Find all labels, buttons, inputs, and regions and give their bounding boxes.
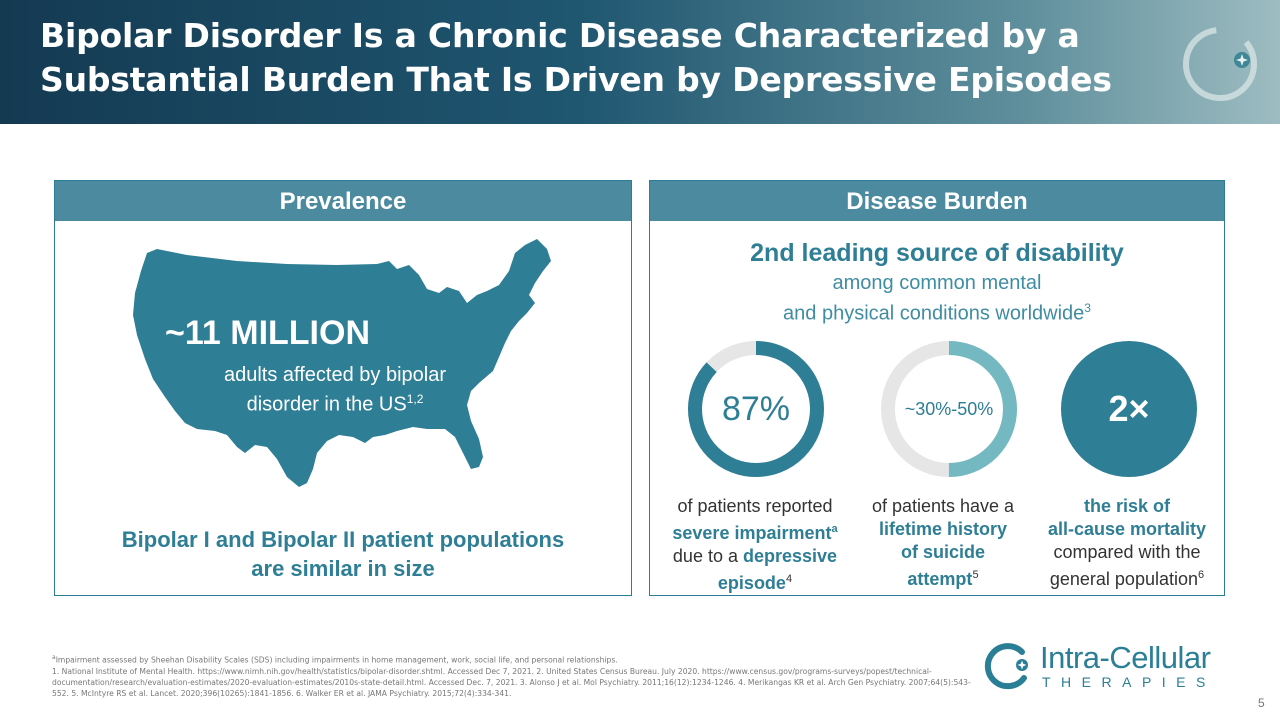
- disease-burden-panel: Disease Burden 2nd leading source of dis…: [649, 180, 1225, 596]
- stat-30-50-desc-hl3: attempt: [907, 569, 973, 589]
- stat-2x-desc-post: general population: [1049, 569, 1198, 589]
- title-banner: Bipolar Disorder Is a Chronic Disease Ch…: [0, 0, 1280, 124]
- populations-line2: are similar in size: [251, 556, 435, 581]
- stat-30-50-desc-ref: 5: [972, 569, 979, 581]
- footnotes: aImpairment assessed by Sheehan Disabili…: [52, 652, 972, 699]
- company-ring-logo-icon: [1183, 27, 1257, 101]
- brand-name: Intra-Cellular: [1040, 640, 1211, 675]
- prevalence-caption-ref: 1,2: [406, 392, 424, 406]
- stat-87-desc-line3: due to a depressive: [664, 545, 846, 568]
- ring-50-percent-fill: [881, 341, 1017, 477]
- stat-30-50-desc-line1: of patients have a: [871, 496, 1015, 516]
- populations-line1: Bipolar I and Bipolar II patient populat…: [121, 527, 565, 552]
- stat-30-50-desc-line2: lifetime history: [878, 519, 1008, 539]
- stat-30-50-percent: ~30%-50%: [864, 339, 1034, 489]
- stat-2x-desc-ref: 6: [1198, 569, 1205, 581]
- stat-87-desc-hl1: severe impairment: [672, 523, 832, 543]
- populations-statement: Bipolar I and Bipolar II patient populat…: [75, 525, 611, 583]
- disease-burden-heading: Disease Burden: [650, 181, 1224, 221]
- prevalence-heading: Prevalence: [55, 181, 631, 221]
- stat-2x-desc-line2: all-cause mortality: [1047, 519, 1207, 539]
- disability-subtitle-line2-text: and physical conditions worldwide: [783, 302, 1085, 325]
- stat-30-50-desc-line3: of suicide: [900, 542, 985, 562]
- prevalence-caption-text: adults affected by bipolar disorder in t…: [223, 364, 446, 416]
- footnote-a-marker: a: [52, 654, 56, 661]
- footnote-a: aImpairment assessed by Sheehan Disabili…: [52, 652, 972, 666]
- stat-87-desc-hl3: episode: [717, 573, 786, 593]
- disability-subtitle: among common mental and physical conditi…: [710, 271, 1164, 327]
- stat-30-50-description: of patients have a lifetime history of s…: [852, 495, 1034, 591]
- stat-2x-value: 2×: [1108, 388, 1150, 429]
- stat-87-desc-line1: of patients reported: [677, 496, 833, 516]
- stat-87-value: 87%: [721, 390, 791, 428]
- brand-subtitle: THERAPIES: [1042, 674, 1216, 690]
- disability-subtitle-line2: and physical conditions worldwide3: [710, 296, 1164, 327]
- stat-2x-desc-line1: the risk of: [1083, 496, 1171, 516]
- ring-87-percent-fill: [688, 341, 824, 477]
- stat-87-desc-ref: 4: [785, 573, 793, 585]
- circle-2x: [1061, 341, 1197, 477]
- slide-title: Bipolar Disorder Is a Chronic Disease Ch…: [40, 14, 1170, 102]
- stat-2x-desc-line4: general population6: [1036, 564, 1218, 591]
- stat-30-50-desc-line4: attempt5: [852, 564, 1034, 591]
- stat-2x-desc-line3: compared with the: [1053, 542, 1201, 562]
- footnote-references: 1. National Institute of Mental Health. …: [52, 666, 971, 698]
- disability-subtitle-line1: among common mental: [832, 272, 1042, 294]
- ring-87-percent: [688, 341, 824, 477]
- stat-30-50-value: ~30%-50%: [904, 399, 994, 419]
- us-map-icon: [133, 239, 551, 487]
- prevalence-caption: adults affected by bipolar disorder in t…: [205, 363, 465, 417]
- stat-2x: 2×: [1044, 339, 1214, 489]
- stat-87-desc-sup: a: [831, 523, 838, 535]
- stat-87-desc-line2: severe impairmenta: [664, 518, 846, 545]
- company-logo: Intra-Cellular THERAPIES: [984, 640, 1244, 692]
- stat-87-desc-mid: due to a: [672, 546, 738, 566]
- page-number: 5: [1258, 696, 1265, 710]
- brand-mark-icon: [984, 643, 1028, 690]
- stat-87-description: of patients reported severe impairmenta …: [664, 495, 846, 595]
- prevalence-panel: Prevalence ~11 MILLION adults affected b…: [54, 180, 632, 596]
- stat-2x-description: the risk of all-cause mortality compared…: [1036, 495, 1218, 591]
- stat-87-desc-line4: episode4: [664, 568, 846, 595]
- stat-87-desc-hl2: depressive: [743, 546, 838, 566]
- footnote-a-text: Impairment assessed by Sheehan Disabilit…: [55, 655, 618, 665]
- slide-title-line1: Bipolar Disorder Is a Chronic Disease Ch…: [40, 16, 1080, 55]
- slide-title-line2: Substantial Burden That Is Driven by Dep…: [40, 60, 1112, 99]
- disability-subtitle-ref: 3: [1084, 301, 1091, 315]
- disability-title: 2nd leading source of disability: [750, 239, 1124, 267]
- prevalence-headline: ~11 MILLION: [165, 314, 370, 352]
- stat-87-percent: 87%: [671, 339, 841, 489]
- ring-30-50-percent: [881, 341, 1017, 477]
